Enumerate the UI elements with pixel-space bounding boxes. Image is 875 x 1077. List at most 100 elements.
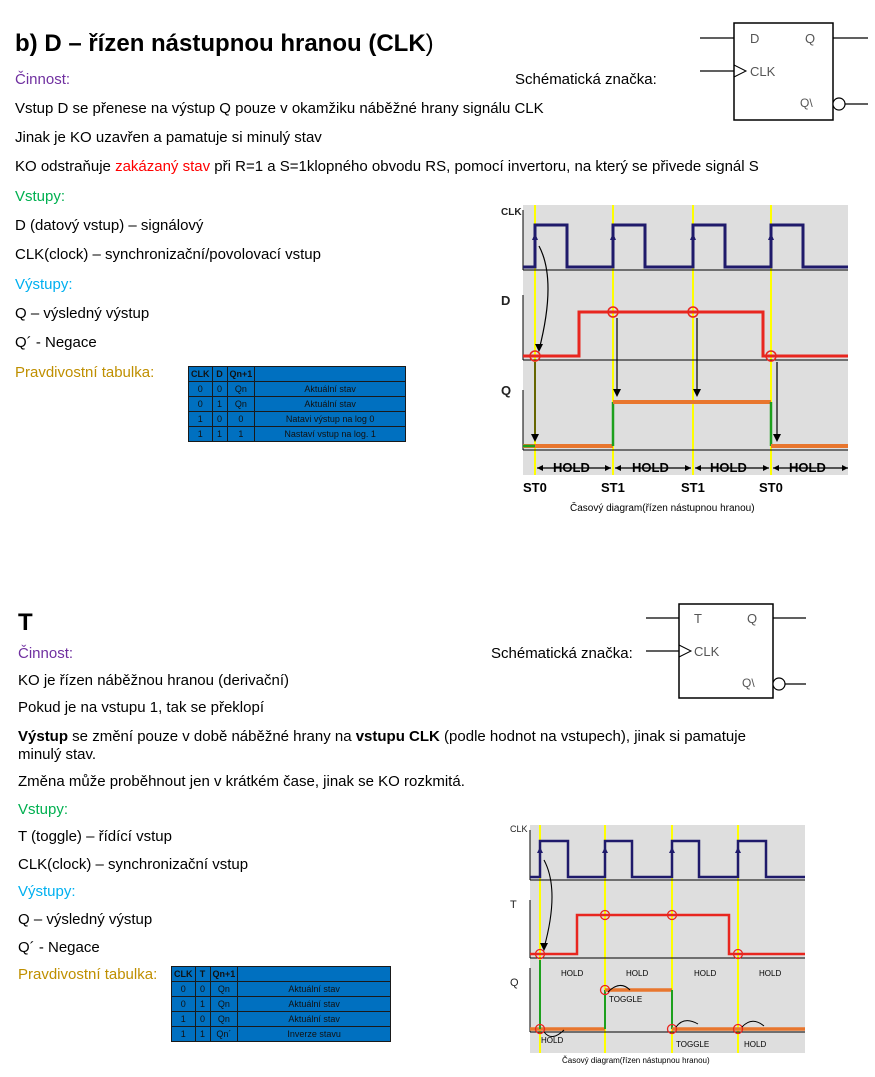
d-line-1: Vstup D se přenese na výstup Q pouze v o… [15,100,544,117]
state-label: ST0 [523,480,547,495]
col-header [237,966,391,982]
d-input-d: D (datový vstup) – signálový [15,217,204,234]
d-line-3: KO odstraňuje zakázaný stav při R=1 a S=… [15,158,759,176]
sym-label-clk: CLK [750,64,776,79]
phase-label: HOLD [541,1036,563,1045]
d-vstupy-label: Vstupy: [15,188,66,205]
d-truth-table: CLK D Qn+1 0 0 Qn Aktuální stav 0 1 Qn Aktuáln… [188,366,406,442]
phase-label: HOLD [710,460,747,475]
sym-label-q: Q [805,31,815,46]
cell: Natavi výstup na log 0 [254,411,406,427]
phase-label: HOLD [626,969,648,978]
state-label: ST1 [601,480,625,495]
d-output-qneg: Q´ - Negace [15,334,97,351]
d-line-3-end: při R=1 a S=1klopného obvodu RS, pomocí … [210,158,759,175]
cell: 1 [171,1026,196,1042]
d-input-clk: CLK(clock) – synchronizační/povolovací v… [15,246,321,263]
phase-label: HOLD [553,460,590,475]
d-diagram-caption: Časový diagram(řízen nástupnou hranou) [570,503,755,514]
cell: Qn [226,396,256,412]
table-row: 1 1 Qn´ Inverze stavu [171,1026,391,1042]
t-line-4: Změna může proběhnout jen v krátkém čase… [18,773,465,790]
phase-label: HOLD [694,969,716,978]
cell: Inverze stavu [237,1026,391,1042]
cell: Aktuální stav [237,981,391,997]
cell: 1 [226,426,256,442]
cell: 0 [211,381,228,397]
col-header: T [194,966,211,982]
cell: Qn [209,1011,239,1027]
phase-label: TOGGLE [609,995,642,1004]
t-line-3-mid: se změní pouze v době náběžné hrany na [68,728,356,745]
d-title-text: b) D – řízen nástupnou hranou (CLK [15,30,426,57]
diagram-label-clk: CLK [510,824,528,834]
sym-label-qneg: Q\ [742,676,755,690]
table-row: 0 1 Qn Aktuální stav [188,396,406,412]
d-vystupy-label: Výstupy: [15,276,73,293]
d-title-paren: ) [425,30,434,57]
col-header: CLK [188,366,213,382]
cell: 0 [211,411,228,427]
diagram-label-q: Q [501,383,511,398]
cell: 0 [188,381,213,397]
t-diagram-caption: Časový diagram(řízen nástupnou hranou) [562,1056,710,1065]
table-row: 0 0 Qn Aktuální stav [171,981,391,997]
t-line-2: Pokud je na vstupu 1, tak se překlopí [18,699,264,716]
cell: 1 [211,426,228,442]
cell: 0 [194,981,211,997]
phase-label: HOLD [759,969,781,978]
diagram-label-clk: CLK [501,207,522,218]
t-output-q: Q – výsledný výstup [18,911,153,928]
t-input-t: T (toggle) – řídící vstup [18,828,172,845]
t-schematic-label: Schématická značka: [491,645,633,662]
t-line-3-bold-clk: vstupu CLK [355,728,440,745]
t-line-3: Výstup se změní pouze v době náběžné hra… [18,728,746,746]
cell: Qn [209,981,239,997]
d-output-q: Q – výsledný výstup [15,305,150,322]
cell: Aktuální stav [254,396,406,412]
cell: Aktuální stav [254,381,406,397]
diagram-label-d: D [501,293,510,308]
t-vstupy-label: Vstupy: [18,801,69,818]
t-line-3-cont: minulý stav. [18,746,97,763]
sym-label-qneg: Q\ [800,96,813,110]
cell: 0 [226,411,256,427]
table-header-row: CLK T Qn+1 [171,966,391,982]
state-label: ST0 [759,480,783,495]
cell: Qn [209,996,239,1012]
t-table-label: Pravdivostní tabulka: [18,966,158,983]
table-row: 0 0 Qn Aktuální stav [188,381,406,397]
col-header: CLK [171,966,196,982]
t-line-3-bold-output: Výstup [18,728,69,745]
sym-label-q: Q [747,611,757,626]
phase-label: HOLD [632,460,669,475]
cell: Aktuální stav [237,996,391,1012]
t-line-3-end: (podle hodnot na vstupech), jinak si pam… [439,728,746,745]
cell: 1 [188,411,213,427]
d-cinnost-label: Činnost: [15,71,71,88]
col-header: Qn+1 [226,366,256,382]
cell: 0 [171,996,196,1012]
col-header: D [211,366,228,382]
phase-label: HOLD [561,969,583,978]
cell: 0 [171,981,196,997]
t-timing-diagram: CLK T Q HOLD HOLD HOLD HOLD HOLD TOGGLE … [510,824,805,1053]
table-row: 1 0 Qn Aktuální stav [171,1011,391,1027]
cell: Nastaví vstup na log. 1 [254,426,406,442]
cell: 1 [194,996,211,1012]
table-row: 1 1 1 Nastaví vstup na log. 1 [188,426,406,442]
d-schematic-label: Schématická značka: [515,71,657,88]
d-line-3-start: KO odstraňuje [15,158,116,175]
t-cinnost-label: Činnost: [18,645,74,662]
cell: 0 [188,396,213,412]
d-title: b) D – řízen nástupnou hranou (CLK) [15,30,434,58]
cell: 1 [211,396,228,412]
sym-label-t: T [694,611,702,626]
cell: 1 [171,1011,196,1027]
t-truth-table: CLK T Qn+1 0 0 Qn Aktuální stav 0 1 Qn Aktuáln… [171,966,391,1042]
state-label: ST1 [681,480,705,495]
d-line-2: Jinak je KO uzavřen a pamatuje si minulý… [15,129,322,146]
table-row: 1 0 0 Natavi výstup na log 0 [188,411,406,427]
phase-label: HOLD [789,460,826,475]
table-row: 0 1 Qn Aktuální stav [171,996,391,1012]
